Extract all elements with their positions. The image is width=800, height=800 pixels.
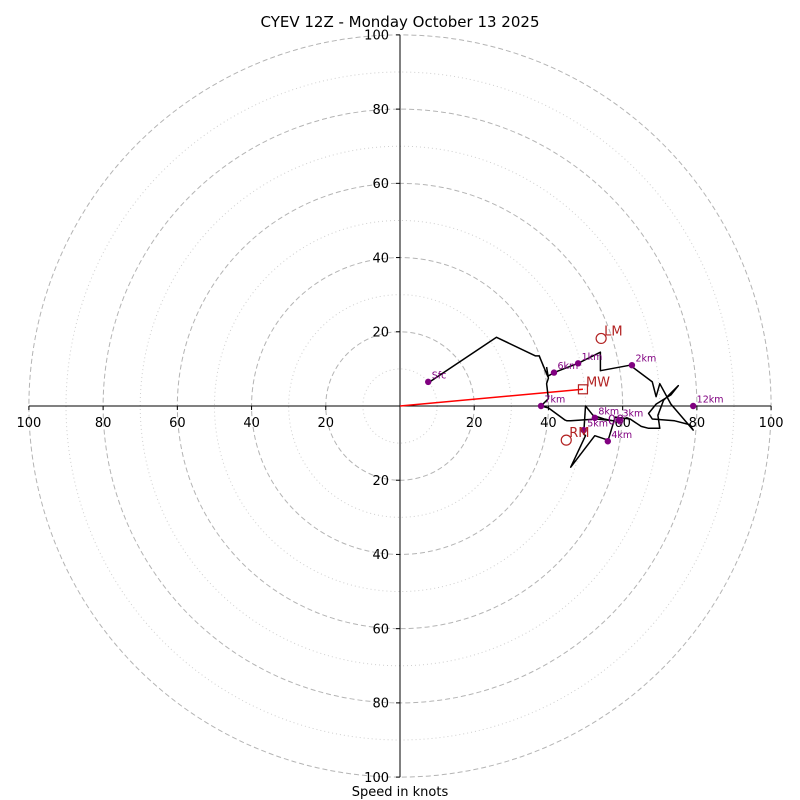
tick-label-up-60: 60 (372, 177, 389, 192)
tick-label-right-20: 20 (466, 416, 483, 431)
tick-label-down-100: 100 (364, 771, 389, 786)
height-label-2km: 2km (635, 354, 656, 365)
tick-label-up-80: 80 (372, 103, 389, 118)
tick-label-down-80: 80 (372, 697, 389, 712)
tick-label-down-60: 60 (372, 622, 389, 637)
storm-motion-markers: LM RM MW (560, 324, 623, 446)
mean-wind-line (399, 388, 584, 407)
height-point-5km (580, 426, 587, 434)
height-label-6km: 6km (558, 361, 579, 372)
hodograph-line (429, 336, 694, 468)
hodograph-trace-layer (429, 336, 694, 468)
height-point-1km (574, 360, 582, 367)
tick-label-left-100: 100 (16, 416, 41, 431)
tick-label-left-80: 80 (95, 416, 112, 431)
storm-motion-lm-marker (595, 332, 607, 345)
tick-label-right-100: 100 (759, 416, 784, 431)
height-point-6km (550, 369, 558, 376)
storm-motion-rm-label: RM (569, 426, 589, 441)
height-point-7km (537, 402, 545, 410)
tick-label-right-80: 80 (689, 416, 706, 431)
storm-motion-mw-label: MW (586, 375, 610, 390)
storm-motion-lm-label: LM (604, 324, 622, 339)
chart-title: CYEV 12Z - Monday October 13 2025 (260, 13, 539, 31)
height-label-5km: 5km (587, 419, 608, 430)
height-point-8km (591, 414, 599, 422)
storm-motion-mw-marker (577, 384, 589, 395)
tick-label-up-100: 100 (364, 29, 389, 44)
height-label-4km: 4km (611, 430, 632, 441)
height-label-1km: 1km (582, 352, 603, 363)
height-label-3km: 3km (622, 409, 643, 420)
tick-label-left-20: 20 (318, 416, 335, 431)
tick-labels: 100 80 60 40 20 20 40 60 80 100 20 40 60… (16, 29, 783, 786)
tick-label-left-40: 40 (243, 416, 260, 431)
height-point-4km (604, 438, 612, 445)
height-point-sfc (425, 378, 432, 386)
height-point-12km (689, 402, 697, 410)
height-point-2km (628, 361, 636, 369)
height-label-7km: 7km (545, 395, 566, 406)
tick-label-left-60: 60 (169, 416, 186, 431)
tick-label-down-40: 40 (372, 548, 389, 563)
height-label-8km: 8km (598, 406, 619, 417)
storm-motion-rm-marker (560, 434, 572, 446)
tick-marks (28, 34, 772, 778)
height-label-12km: 12km (697, 395, 724, 406)
axis-lines (28, 34, 772, 778)
tick-label-down-20: 20 (372, 474, 389, 489)
height-label-sfc: Sfc (432, 370, 447, 381)
tick-label-up-40: 40 (372, 251, 389, 266)
extra-label: 00 (608, 414, 625, 429)
tick-label-up-20: 20 (372, 326, 389, 341)
mean-wind-layer (399, 388, 584, 407)
height-point-3km (615, 416, 623, 424)
x-axis-label: Speed in knots (352, 785, 449, 800)
tick-label-right-40: 40 (540, 416, 557, 431)
